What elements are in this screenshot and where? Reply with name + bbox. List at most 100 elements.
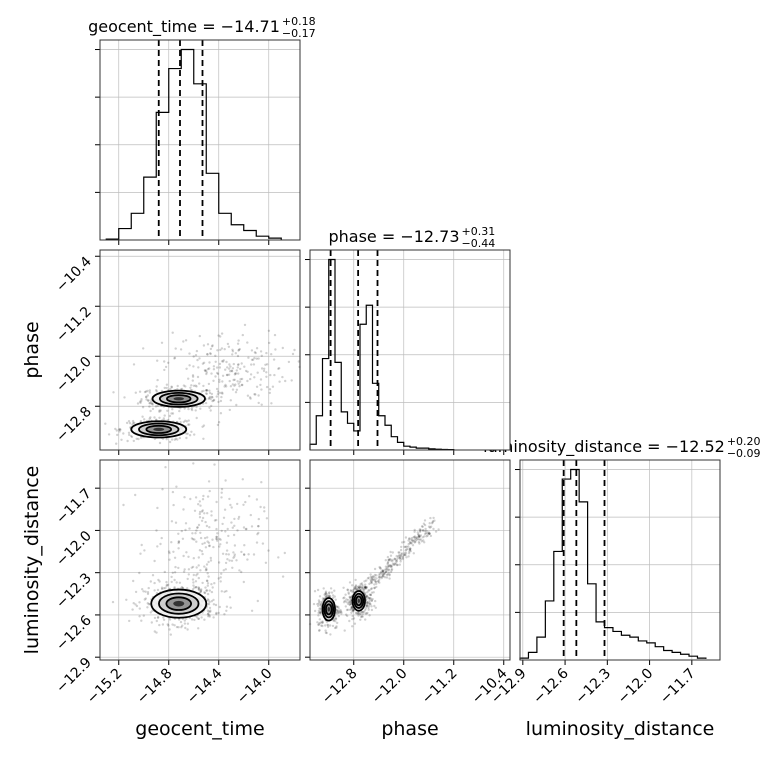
sample-point [236,342,240,345]
sample-point [158,580,161,583]
sample-point [319,603,322,606]
sample-point [194,354,198,357]
sample-point [346,608,350,611]
sample-point [358,612,361,616]
sample-point [217,400,220,404]
sample-point [190,407,193,410]
sample-point [414,537,417,540]
sample-point [373,586,376,590]
sample-point [363,585,366,588]
sample-point [212,398,216,402]
sample-point [198,382,201,385]
sample-point [413,535,416,538]
sample-point [274,348,277,351]
sample-point [246,341,249,344]
sample-point [211,344,214,347]
sample-point [170,575,173,579]
sample-point [192,365,195,368]
sample-point [361,587,364,590]
sample-point [403,552,406,555]
sample-point [348,608,352,611]
sample-point [143,418,146,421]
sample-point [398,555,402,559]
sample-point [219,580,222,583]
sample-point [375,574,378,577]
sample-point [148,405,151,408]
sample-point [160,587,164,591]
sample-point [214,360,217,363]
sample-point [389,564,393,567]
sample-point [369,578,372,581]
sample-point [178,618,181,621]
sample-point [116,433,119,437]
sample-point [146,591,150,594]
sample-point [318,629,321,632]
x-tick-label: −12.0 [615,666,657,708]
sample-point [348,581,352,584]
sample-point [268,341,271,345]
y-tick-label: −11.2 [53,304,95,346]
sample-point [408,548,412,552]
sample-point [333,595,336,598]
sample-point [363,580,366,583]
sample-point [202,424,206,427]
sample-point [343,599,346,603]
sample-point [148,402,151,405]
sample-point [365,605,368,608]
sample-point [317,602,320,605]
sample-point [397,555,400,558]
sample-point [215,395,218,398]
sample-point [417,540,421,544]
sample-point [226,366,229,369]
sample-point [407,552,411,555]
sample-point [335,609,339,612]
sample-point [369,575,373,578]
sample-point [354,584,358,587]
sample-point [393,557,396,560]
sample-point [408,542,412,545]
sample-point [380,576,383,580]
sample-point [180,387,184,391]
sample-point [204,369,207,373]
sample-point [429,516,432,520]
sample-point [131,608,134,611]
sample-point [156,588,160,592]
sample-point [164,365,168,369]
sample-point [224,530,227,533]
sample-point [191,538,195,541]
sample-point [278,380,281,383]
sample-point [365,604,368,607]
sample-point [237,517,240,520]
sample-point [228,363,231,366]
sample-point [254,351,257,355]
sample-point [418,535,422,538]
sample-point [207,541,211,544]
sample-point [215,500,218,504]
sample-point [406,547,409,551]
sample-point [370,587,373,591]
sample-point [198,357,201,360]
sample-point [390,569,393,572]
sample-point [189,497,192,501]
sample-point [220,332,224,335]
sample-point [156,545,159,548]
sample-point [382,575,385,578]
sample-point [219,538,222,541]
sample-point [203,565,206,568]
sample-point [224,561,228,565]
sample-point [217,561,221,564]
sample-point [324,590,328,593]
sample-point [242,503,245,506]
sample-point [216,371,219,375]
contour-line [150,588,208,619]
sample-point [170,385,173,388]
x-tick-label: −12.0 [369,666,411,708]
sample-point [331,596,335,600]
sample-point [418,528,421,531]
sample-point [360,615,363,619]
sample-point [364,595,368,598]
sample-point [397,554,401,557]
sample-point [268,388,272,391]
sample-point [417,535,421,539]
sample-point [193,538,196,541]
